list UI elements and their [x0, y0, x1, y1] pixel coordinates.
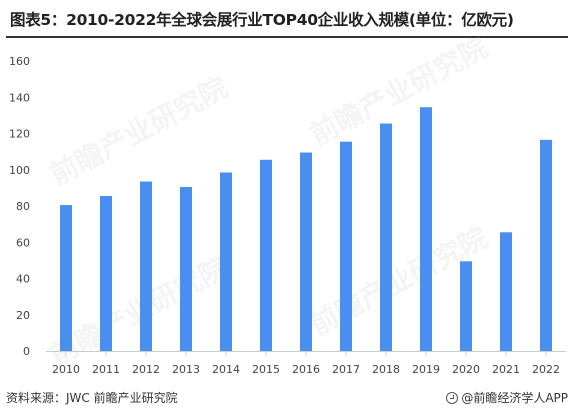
brand-label: @前瞻经济学人APP: [461, 391, 568, 405]
x-tick-label: 2014: [212, 363, 240, 376]
y-tick-label: 80: [16, 200, 30, 213]
x-tick-label: 2010: [52, 363, 80, 376]
bar: [340, 141, 352, 351]
y-tick-label: 160: [9, 55, 30, 68]
bar: [220, 172, 232, 351]
y-tick-label: 120: [9, 128, 30, 141]
x-tick-label: 2022: [532, 363, 560, 376]
bar: [500, 232, 512, 351]
bar: [260, 159, 272, 351]
y-tick-label: 100: [9, 164, 30, 177]
y-tick-label: 20: [16, 309, 30, 322]
x-tick-label: 2017: [332, 363, 360, 376]
brand-logo-icon: [446, 391, 459, 404]
bar: [540, 139, 552, 351]
bar: [460, 261, 472, 351]
chart-title: 图表5：2010-2022年全球会展行业TOP40企业收入规模(单位：亿欧元): [10, 11, 514, 29]
x-tick-label: 2013: [172, 363, 200, 376]
x-tick-label: 2020: [452, 363, 480, 376]
bar: [420, 107, 432, 351]
y-tick-label: 60: [16, 236, 30, 249]
bar: [380, 123, 392, 351]
y-tick-label: 0: [23, 345, 30, 358]
y-tick-label: 140: [9, 91, 30, 104]
x-tick-label: 2012: [132, 363, 160, 376]
x-tick-label: 2015: [252, 363, 280, 376]
x-tick-label: 2018: [372, 363, 400, 376]
title-divider: [6, 36, 568, 38]
bar: [140, 181, 152, 351]
bar: [180, 186, 192, 351]
x-tick-label: 2016: [292, 363, 320, 376]
source-note: 资料来源：JWC 前瞻产业研究院: [6, 391, 178, 405]
brand-credit: @前瞻经济学人APP: [446, 389, 568, 406]
x-tick-label: 2021: [492, 363, 520, 376]
bar: [300, 152, 312, 351]
x-tick-label: 2011: [92, 363, 120, 376]
x-tick-label: 2019: [412, 363, 440, 376]
bar: [60, 205, 72, 351]
bar: [100, 196, 112, 351]
y-tick-label: 40: [16, 273, 30, 286]
